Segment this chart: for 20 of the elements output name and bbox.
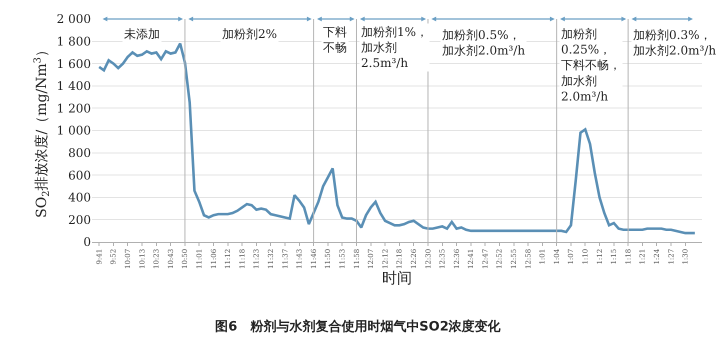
y-tick-label: 400: [68, 190, 91, 205]
y-tick-label: 1 600: [56, 56, 91, 71]
annotation: 未添加: [124, 27, 160, 41]
y-tick-label: 200: [68, 212, 91, 227]
y-tick-label: 1 400: [56, 79, 91, 94]
annotation: 加粉剂2%: [222, 27, 278, 41]
annotation: 加粉剂0.5%，加水剂2.0m³/h: [442, 28, 526, 58]
y-tick-label: 0: [83, 235, 91, 250]
y-tick-label: 600: [68, 168, 91, 182]
y-tick-label: 2 000: [56, 12, 91, 26]
y-tick-label: 1 800: [56, 34, 91, 48]
annotation: 加粉剂0.3%，加水剂2.0m³/h: [633, 28, 716, 58]
y-tick-label: 1 200: [56, 101, 91, 116]
annotation: 加粉剂0.25%，下料不畅，加水剂2.0m³/h: [561, 27, 621, 104]
y-tick-label: 1 000: [56, 124, 91, 138]
annotation: 下料不畅: [323, 25, 347, 55]
annotation: 加粉剂1%，加水剂2.5m³/h: [361, 25, 428, 70]
y-tick-label: 800: [68, 146, 91, 160]
text: 图6 粉剂与水剂复合使用时烟气中SO2浓度变化: [215, 318, 502, 334]
x-axis-title: 时间: [382, 268, 412, 287]
